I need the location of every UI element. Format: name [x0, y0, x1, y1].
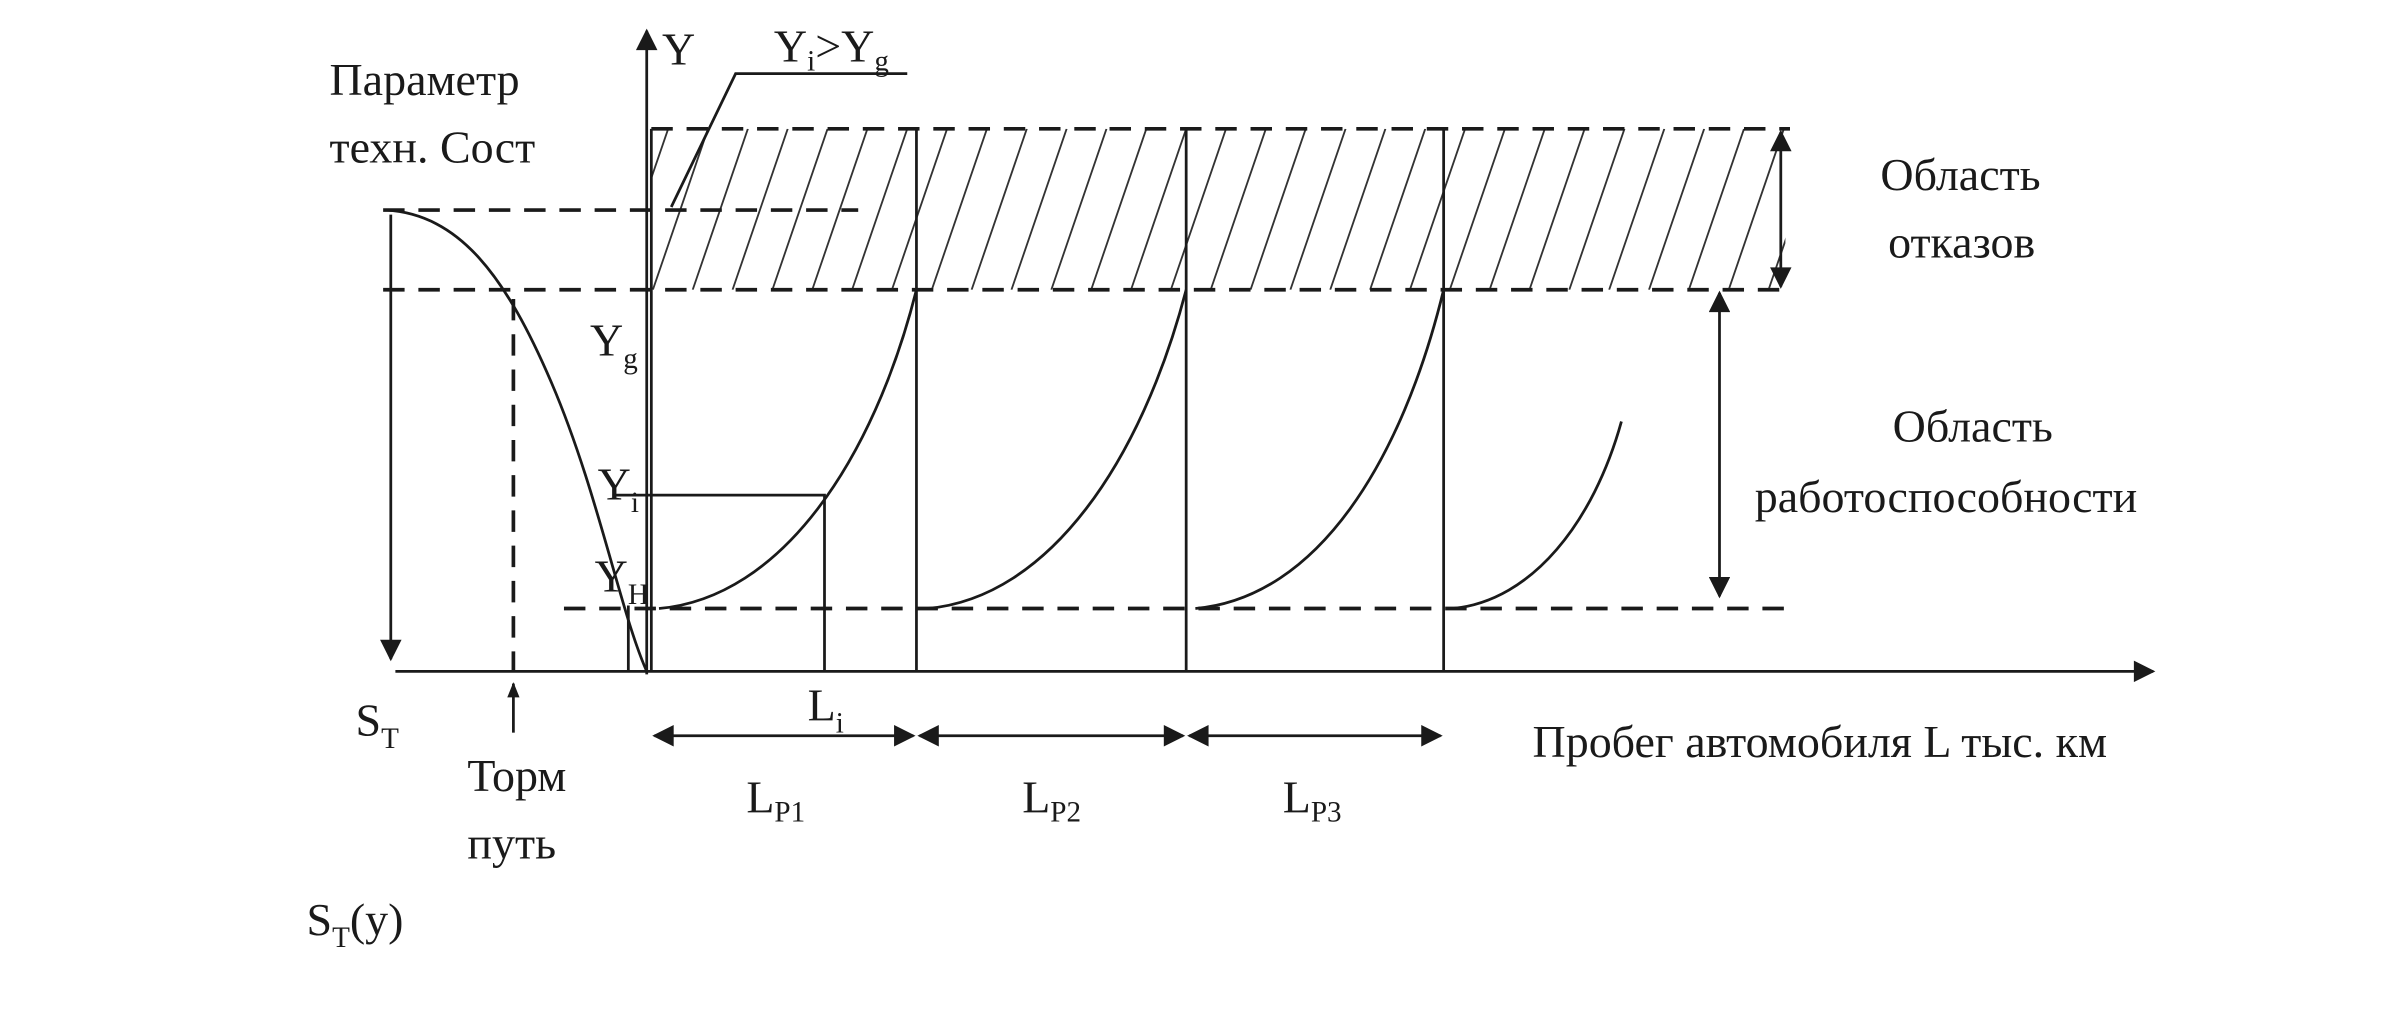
label: LP2 [1022, 771, 1081, 828]
hatch-line [1289, 128, 1347, 290]
label: LP3 [1283, 771, 1342, 828]
label: Yg [590, 315, 638, 375]
label: Y [595, 551, 628, 602]
label: ST [356, 695, 400, 755]
label: Область [1880, 149, 2040, 200]
label: путь [467, 817, 556, 868]
hatch-line [1130, 128, 1188, 290]
label: H [628, 579, 649, 611]
label: S [307, 894, 333, 945]
label: P1 [774, 797, 805, 829]
hatch-line [930, 128, 988, 290]
label: (y) [350, 894, 404, 945]
label: Y [774, 20, 807, 71]
yi-guide [613, 493, 826, 672]
hatch-line [1488, 128, 1546, 290]
hatch-line [1209, 128, 1267, 290]
label: Область [1893, 400, 2053, 451]
leader [670, 72, 908, 208]
label: i [836, 708, 844, 740]
wear-curve [658, 289, 918, 610]
hatch-line [1608, 128, 1666, 290]
hatch-line [1767, 237, 1786, 290]
hatch-line [1329, 128, 1387, 290]
label: T [381, 723, 399, 755]
label: работоспособности [1755, 471, 2138, 522]
hatch-line [1249, 128, 1307, 290]
hatch-line [1568, 128, 1626, 290]
hatch-line [1169, 128, 1227, 290]
hatch-line [851, 128, 909, 290]
hatch-line [1727, 128, 1785, 290]
brake-curve [386, 208, 648, 672]
hatching [651, 128, 1786, 290]
label: g [623, 343, 638, 375]
label: Параметр [329, 54, 519, 105]
label: Y [590, 315, 623, 366]
hatch-line [651, 128, 670, 181]
hatch-line [1369, 128, 1427, 290]
label: Yi>Yg [774, 20, 889, 77]
label: i [807, 46, 815, 78]
hatch-line [891, 128, 948, 290]
hatch-line [1648, 128, 1706, 290]
hatch-line [970, 128, 1028, 290]
label: Li [808, 679, 844, 739]
label: S [356, 695, 382, 746]
hatch-line [1528, 128, 1586, 290]
hatch-line [1409, 128, 1466, 290]
label: L [1022, 771, 1050, 822]
hatch-line [1010, 128, 1068, 290]
label: P2 [1050, 797, 1081, 829]
hatch-line [1050, 128, 1108, 290]
label: ST(y) [307, 894, 404, 954]
hatch-line [771, 128, 829, 290]
label: g [874, 46, 889, 78]
label: техн. Сост [329, 122, 535, 173]
wear-curve [1452, 421, 1623, 610]
wear-curve [927, 289, 1188, 610]
hatch-line [731, 128, 789, 290]
label: YH [595, 551, 649, 611]
label: P3 [1311, 797, 1342, 829]
label: Y [662, 23, 695, 74]
hatch-line [1090, 128, 1148, 290]
label: T [332, 922, 350, 954]
label: Y [598, 459, 631, 510]
label: Yi [598, 459, 639, 519]
label: L [1283, 771, 1311, 822]
label: отказов [1888, 217, 2035, 268]
wear-curve [1195, 289, 1445, 610]
label: LP1 [746, 771, 805, 828]
hatch-line [1448, 128, 1506, 290]
label: >Y [815, 20, 874, 71]
label: L [746, 771, 774, 822]
label: i [631, 487, 639, 519]
label: Торм [467, 750, 566, 801]
label: L [808, 679, 836, 730]
label: Пробег автомобиля L тыс. км [1533, 716, 2108, 767]
hatch-line [811, 128, 869, 290]
hatch-line [1687, 128, 1745, 290]
